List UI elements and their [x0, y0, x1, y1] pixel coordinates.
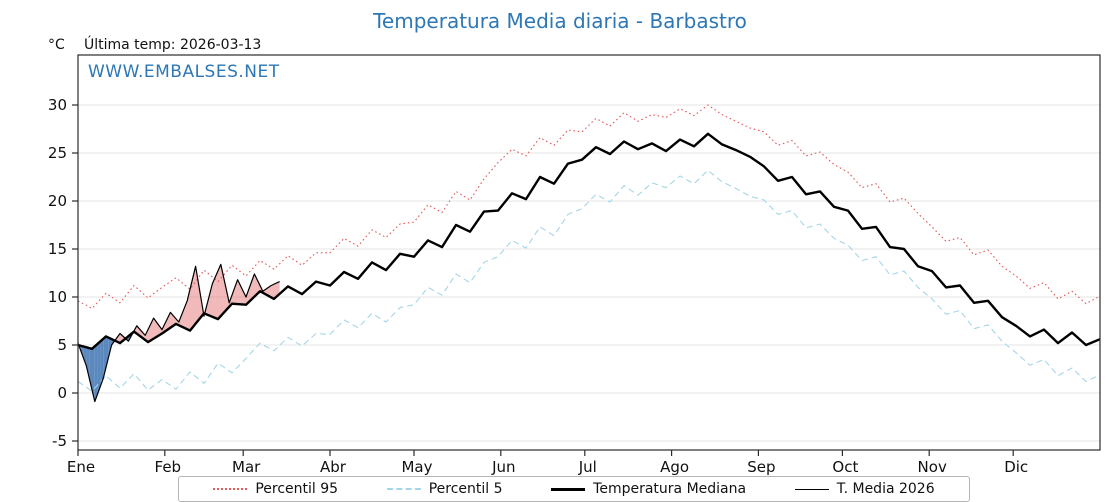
last-temp-label: Última temp: 2026-03-13	[84, 37, 262, 53]
y-tick-label: 20	[48, 192, 67, 210]
legend-label: Temperatura Mediana	[593, 481, 747, 497]
series-temperatura-mediana	[77, 132, 1101, 350]
x-tick-label: Oct	[832, 458, 858, 476]
y-tick-label: 0	[57, 384, 67, 402]
x-tick-label: Sep	[747, 458, 775, 476]
page-title: Temperatura Media diaria - Barbastro	[373, 9, 747, 33]
y-tick-label: 10	[48, 288, 67, 306]
y-tick-label: 25	[48, 144, 67, 162]
x-tick-label: Jun	[491, 458, 515, 476]
legend-item-t-media-2026: T. Media 2026	[794, 481, 935, 497]
legend-label: Percentil 95	[255, 481, 339, 497]
y-axis-unit-label: °C	[48, 37, 65, 53]
legend-label: T. Media 2026	[836, 481, 935, 497]
t-media-2026-line-sample	[794, 488, 829, 490]
x-tick-label: Ene	[67, 458, 95, 476]
legend: Percentil 95 Percentil 5 Temperatura Med…	[178, 476, 970, 502]
x-tick-label: Mar	[232, 458, 261, 476]
x-tick-label: Ago	[660, 458, 689, 476]
percentil-95-line-sample	[213, 488, 248, 490]
y-tick-label: 30	[48, 96, 67, 114]
series-t-media-2026	[77, 263, 280, 403]
legend-label: Percentil 5	[428, 481, 503, 497]
legend-item-percentil-95: Percentil 95	[213, 481, 338, 497]
series-percentil-5	[77, 169, 1101, 392]
x-tick-label: Nov	[918, 458, 947, 476]
y-tick-label: 5	[57, 336, 67, 354]
x-tick-label: Dic	[1004, 458, 1028, 476]
y-tick-label: 15	[48, 240, 67, 258]
x-tick-label: Feb	[155, 458, 182, 476]
x-tick-label: Jul	[578, 458, 597, 476]
legend-item-percentil-5: Percentil 5	[386, 481, 503, 497]
temperatura-mediana-line-sample	[551, 487, 586, 491]
y-tick-label: -5	[52, 432, 67, 450]
watermark: WWW.EMBALSES.NET	[88, 62, 280, 82]
x-tick-label: Abr	[320, 458, 347, 476]
series-percentil-95	[77, 104, 1101, 310]
x-tick-label: May	[401, 458, 432, 476]
legend-item-temperatura-mediana: Temperatura Mediana	[551, 481, 746, 497]
percentil-5-line-sample	[386, 488, 421, 490]
